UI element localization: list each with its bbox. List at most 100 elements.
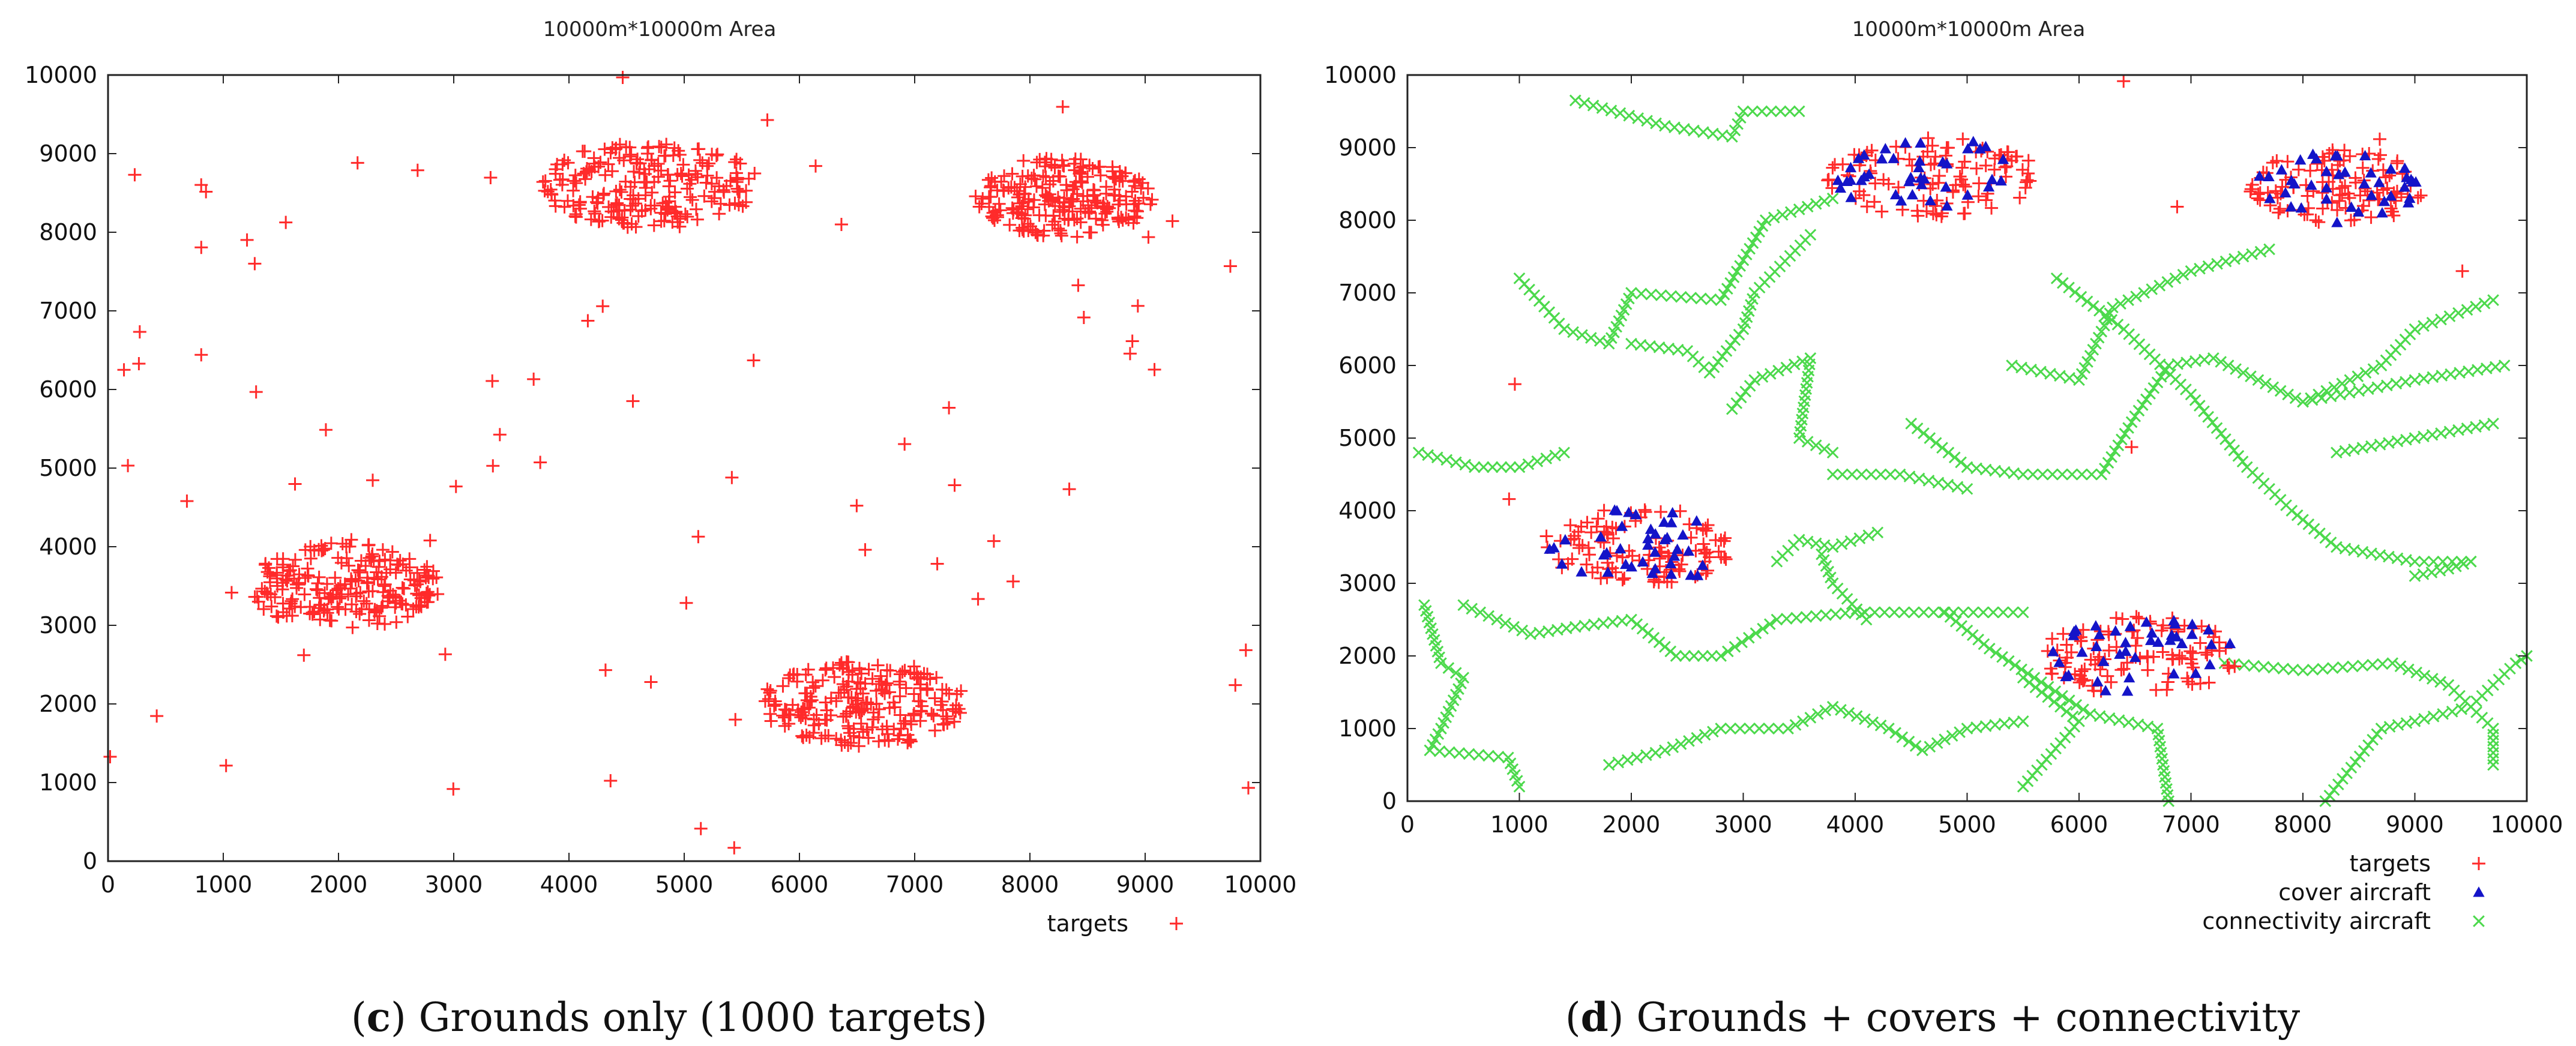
panel-c-point-targets	[280, 574, 294, 588]
panel-c-point-targets	[886, 696, 900, 709]
panel-d-x-tick-label: 10000	[2491, 811, 2563, 838]
panel-d-point-targets	[1868, 176, 1882, 190]
panel-d-point-connectivity-aircraft	[1614, 107, 1627, 119]
panel-d-x-tick-label: 6000	[2050, 811, 2108, 838]
panel-d-point-connectivity-aircraft	[2349, 756, 2362, 768]
panel-d-point-targets	[2060, 638, 2074, 652]
panel-d-point-connectivity-aircraft	[2418, 320, 2430, 332]
panel-c-point-targets	[1137, 191, 1151, 205]
panel-c-point-targets	[865, 672, 879, 686]
panel-d-point-cover-aircraft	[1855, 175, 1867, 185]
panel-d-point-targets	[2331, 203, 2344, 217]
panel-d-point-connectivity-aircraft	[2215, 427, 2227, 440]
panel-c-point-targets	[802, 730, 816, 744]
panel-c-point-targets	[591, 196, 604, 210]
panel-d-point-cover-aircraft	[1879, 143, 1892, 154]
panel-c-x-tick-label: 1000	[194, 871, 253, 898]
panel-c-point-targets	[925, 707, 939, 721]
panel-d-point-connectivity-aircraft	[2136, 399, 2149, 411]
panel-c-point-targets	[1068, 152, 1082, 166]
panel-c-point-targets	[619, 140, 633, 154]
panel-c-point-targets	[578, 145, 592, 158]
panel-d-point-targets	[2060, 651, 2074, 664]
panel-d-point-targets	[2170, 200, 2184, 214]
panel-c-point-targets	[998, 169, 1011, 183]
panel-d-point-connectivity-aircraft	[2353, 750, 2366, 763]
panel-d-point-connectivity-aircraft	[2132, 404, 2145, 417]
panel-d-point-targets	[2021, 167, 2035, 181]
panel-c-point-targets	[366, 473, 379, 487]
panel-d-point-connectivity-aircraft	[1737, 254, 1750, 266]
panel-c-point-targets	[894, 722, 908, 736]
panel-c-point-targets	[150, 709, 164, 723]
panel-c-point-targets	[882, 734, 895, 748]
panel-d-point-connectivity-aircraft	[2337, 772, 2349, 785]
panel-c-point-targets	[1022, 194, 1035, 208]
panel-c-point-targets	[194, 241, 208, 254]
panel-d-point-cover-aircraft	[1941, 200, 1953, 211]
panel-d-point-cover-aircraft	[2224, 637, 2236, 649]
panel-c-point-targets	[1039, 209, 1053, 223]
panel-c-point-targets	[729, 166, 743, 180]
panel-c-point-targets	[333, 592, 347, 606]
panel-d-point-targets	[2374, 148, 2387, 162]
panel-d-point-connectivity-aircraft	[2236, 455, 2249, 467]
panel-d-point-connectivity-aircraft	[1927, 606, 1940, 619]
panel-d-point-connectivity-aircraft	[1516, 624, 1529, 637]
panel-d-point-targets	[1571, 525, 1585, 539]
panel-c-point-targets	[682, 168, 696, 182]
panel-d-point-connectivity-aircraft	[2185, 265, 2197, 277]
panel-d-point-connectivity-aircraft	[1826, 468, 1839, 481]
panel-d-point-connectivity-aircraft	[1685, 292, 1697, 304]
panel-c-point-targets	[871, 658, 885, 672]
panel-d-point-connectivity-aircraft	[2232, 449, 2245, 462]
panel-d-point-connectivity-aircraft	[1641, 115, 1653, 127]
panel-d-point-cover-aircraft	[2168, 615, 2180, 626]
panel-d-point-connectivity-aircraft	[1504, 461, 1517, 473]
panel-d-point-connectivity-aircraft	[2410, 666, 2423, 679]
panel-d-point-targets	[1828, 158, 1842, 172]
panel-c-point-targets	[694, 822, 708, 835]
panel-d-point-connectivity-aircraft	[1951, 481, 1964, 493]
panel-d-point-connectivity-aircraft	[1839, 607, 1852, 619]
panel-c-point-targets	[854, 717, 868, 730]
panel-d-point-targets	[1921, 145, 1934, 158]
panel-d-point-connectivity-aircraft	[1780, 361, 1793, 374]
panel-c-point-targets	[883, 685, 897, 699]
panel-c-point-targets	[269, 609, 283, 623]
panel-d-point-connectivity-aircraft	[1576, 329, 1588, 341]
panel-d-point-connectivity-aircraft	[2305, 392, 2317, 404]
panel-d-point-cover-aircraft	[1642, 539, 1654, 550]
panel-d-point-connectivity-aircraft	[2263, 243, 2275, 256]
panel-d-point-cover-aircraft	[1682, 545, 1695, 556]
panel-d-point-targets	[2117, 662, 2131, 676]
panel-c-point-targets	[288, 477, 302, 491]
panel-d-point-connectivity-aircraft	[2443, 310, 2456, 322]
panel-c-point-targets	[739, 184, 753, 197]
panel-d-point-connectivity-aircraft	[1826, 700, 1839, 713]
panel-d-point-connectivity-aircraft	[2257, 661, 2270, 673]
panel-d-point-connectivity-aircraft	[1780, 613, 1793, 625]
panel-c-point-targets	[349, 589, 363, 603]
panel-c-point-targets	[309, 582, 323, 596]
panel-c-point-targets	[624, 180, 637, 194]
panel-c-point-targets	[346, 621, 360, 634]
panel-d-point-connectivity-aircraft	[1453, 747, 1466, 759]
panel-d-point-targets	[1584, 526, 1598, 540]
panel-c-point-targets	[561, 156, 575, 170]
panel-c-point-targets	[598, 168, 612, 182]
panel-d-point-targets	[2338, 179, 2352, 193]
panel-c-point-targets	[420, 586, 433, 600]
panel-c-point-targets	[981, 173, 995, 187]
panel-c-y-tick-label: 10000	[25, 62, 97, 88]
panel-c-point-targets	[579, 165, 593, 179]
panel-d-point-targets	[1882, 177, 1895, 191]
panel-d-point-cover-aircraft	[2305, 179, 2317, 190]
panel-d-point-cover-aircraft	[1615, 543, 1627, 554]
panel-d-point-connectivity-aircraft	[2426, 673, 2439, 685]
panel-d-point-connectivity-aircraft	[1531, 455, 1544, 467]
panel-c-y-tick-label: 4000	[39, 534, 97, 560]
panel-c-point-targets	[862, 663, 876, 676]
panel-d-point-cover-aircraft	[2068, 625, 2080, 637]
panel-d-point-cover-aircraft	[2275, 164, 2288, 175]
